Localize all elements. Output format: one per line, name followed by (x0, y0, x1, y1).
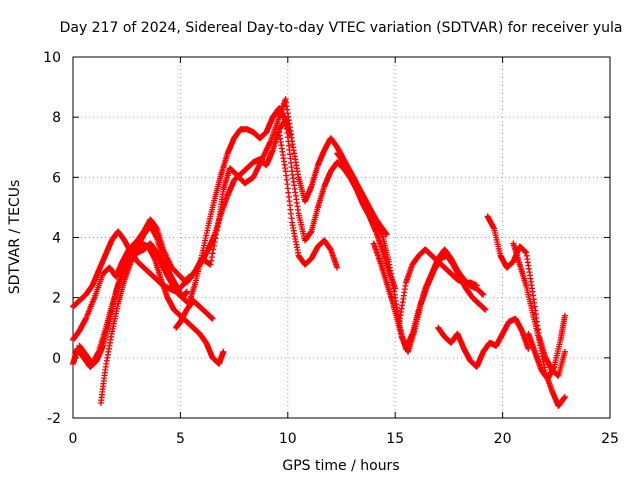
x-tick-label: 5 (176, 431, 185, 447)
series-sat-i (334, 150, 489, 355)
x-tick-label: 15 (386, 431, 404, 447)
x-tick-label: 25 (601, 431, 619, 447)
series-sat-o (525, 312, 568, 382)
point-markers (76, 240, 190, 367)
point-markers (435, 315, 532, 370)
series-sat-e (76, 240, 190, 367)
y-tick-label: 4 (52, 231, 61, 247)
y-tick-label: 6 (52, 170, 61, 186)
x-tick-labels: 0 5 10 15 20 25 (69, 431, 619, 447)
point-markers (484, 213, 568, 379)
x-axis-title: GPS time / hours (282, 458, 399, 474)
point-markers (97, 105, 293, 406)
series-sat-l (435, 315, 532, 370)
grid (73, 57, 610, 418)
point-markers (396, 246, 480, 325)
x-tick-label: 0 (69, 431, 78, 447)
y-tick-label: 2 (52, 291, 61, 307)
chart-title: Day 217 of 2024, Sidereal Day-to-day VTE… (60, 20, 623, 36)
series-sat-d (97, 105, 293, 406)
series-sat-k (396, 246, 480, 325)
series-sat-g (186, 117, 399, 292)
y-tick-label: 10 (43, 50, 61, 66)
point-markers (525, 312, 568, 382)
x-tick-label: 20 (494, 431, 512, 447)
point-markers (334, 150, 489, 355)
data-points (70, 96, 568, 409)
point-markers (276, 129, 341, 271)
y-tick-label: -2 (47, 411, 61, 427)
y-tick-label: 0 (52, 351, 61, 367)
y-tick-label: 8 (52, 110, 61, 126)
y-tick-labels: -2 0 2 4 6 8 10 (43, 50, 61, 427)
point-markers (173, 297, 216, 331)
y-axis-title: SDTVAR / TECUs (7, 180, 23, 295)
series-sat-m (484, 213, 568, 379)
x-tick-label: 10 (279, 431, 297, 447)
series-sat-h (276, 129, 341, 271)
axis-ticks (72, 56, 611, 419)
point-markers (186, 117, 399, 292)
series-sat-f (173, 297, 216, 331)
